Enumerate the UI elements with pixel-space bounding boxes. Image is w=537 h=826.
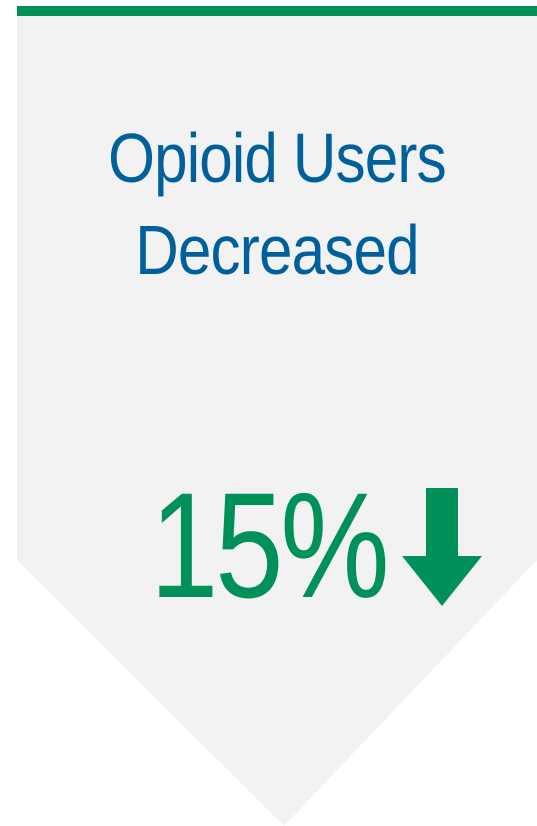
stat-value: 15% bbox=[150, 461, 390, 629]
arrow-down-icon bbox=[402, 488, 483, 606]
title-line-2: Decreased bbox=[135, 211, 419, 289]
top-accent-bar bbox=[17, 6, 537, 16]
stat-row: 15% bbox=[150, 461, 483, 629]
title-line-1: Opioid Users bbox=[108, 119, 446, 197]
banner-title: Opioid Users Decreased bbox=[17, 112, 537, 296]
